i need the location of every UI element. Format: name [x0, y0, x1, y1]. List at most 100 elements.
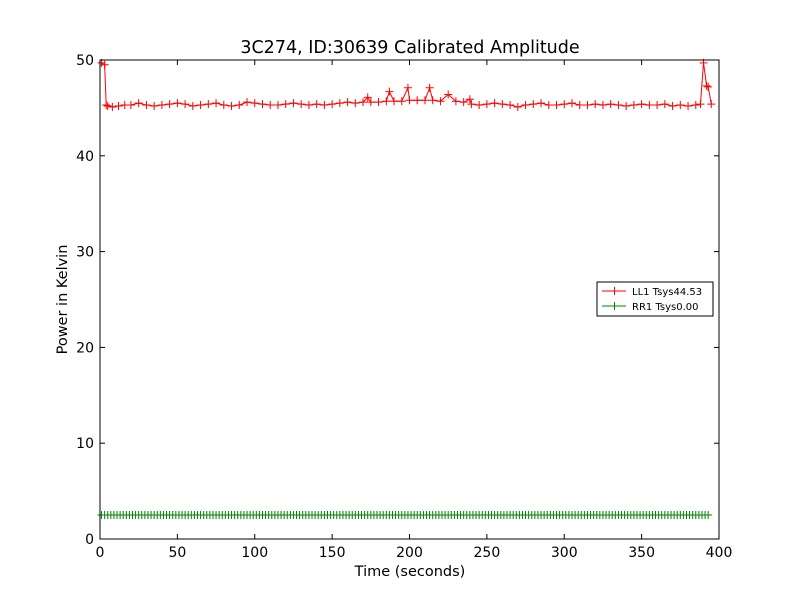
series-0-point-56 — [467, 100, 476, 109]
series-0-point-15 — [188, 101, 197, 110]
series-0-point-19 — [219, 101, 228, 110]
series-0-point-17 — [204, 100, 213, 109]
x-tick-label-1: 50 — [168, 545, 186, 561]
series-0-point-65 — [537, 99, 546, 108]
series-0-point-86 — [696, 100, 705, 109]
series-0-point-88 — [702, 81, 711, 90]
series-0-point-73 — [598, 101, 607, 110]
series-0-point-90 — [707, 100, 716, 109]
x-tick-label-6: 300 — [551, 545, 578, 561]
series-0-point-89 — [704, 82, 713, 91]
series-0-point-1 — [100, 60, 109, 69]
series-0-point-49 — [425, 83, 434, 92]
series-0-point-63 — [521, 101, 530, 110]
series-0-point-59 — [490, 99, 499, 108]
series-0-point-20 — [227, 101, 236, 110]
series-0-point-52 — [444, 90, 453, 99]
series-0-point-76 — [622, 101, 631, 110]
series-0-point-18 — [212, 99, 221, 108]
series-0-point-11 — [157, 101, 166, 110]
series-0-point-74 — [606, 100, 615, 109]
series-0-point-37 — [359, 98, 368, 107]
series-0-point-38 — [363, 93, 372, 102]
series-0-point-5 — [114, 101, 123, 110]
series-0-point-75 — [614, 101, 623, 110]
series-0-point-47 — [413, 96, 422, 105]
y-tick-label-2: 20 — [76, 340, 94, 356]
y-tick-label-5: 50 — [76, 53, 94, 69]
series-0-point-8 — [134, 99, 143, 108]
series-0-point-9 — [142, 101, 151, 110]
x-tick-label-2: 100 — [241, 545, 268, 561]
series-0-point-55 — [465, 95, 474, 104]
x-tick-label-3: 150 — [319, 545, 346, 561]
series-0-point-7 — [126, 101, 135, 110]
series-0-point-81 — [660, 100, 669, 109]
series-0-point-12 — [165, 100, 174, 109]
series-0-point-70 — [575, 101, 584, 110]
series-0-point-79 — [645, 101, 654, 110]
series-0-point-41 — [382, 97, 391, 106]
series-0-point-23 — [250, 99, 259, 108]
series-0-point-39 — [366, 98, 375, 107]
x-tick-label-8: 400 — [706, 545, 733, 561]
series-0-point-58 — [482, 100, 491, 109]
series-0-point-80 — [653, 101, 662, 110]
legend-label-rr1: RR1 Tsys0.00 — [632, 302, 699, 313]
series-0-point-68 — [560, 100, 569, 109]
y-tick-label-4: 40 — [76, 149, 94, 165]
series-0-point-84 — [684, 101, 693, 110]
series-0-point-29 — [297, 100, 306, 109]
series-0-point-22 — [243, 98, 252, 107]
series-0-point-77 — [629, 101, 638, 110]
series-0-point-21 — [235, 101, 244, 110]
series-0-point-30 — [304, 101, 313, 110]
series-0-point-51 — [436, 97, 445, 106]
series-0-point-10 — [150, 101, 159, 110]
series-0-point-66 — [544, 101, 553, 110]
y-tick-label-1: 10 — [76, 436, 94, 452]
legend: LL1 Tsys44.53 RR1 Tsys0.00 — [596, 281, 714, 317]
y-axis-label: Power in Kelvin — [55, 245, 71, 355]
series-0-point-53 — [451, 97, 460, 106]
series-0-point-4 — [108, 102, 117, 111]
series-0-point-25 — [266, 101, 275, 110]
series-0-point-44 — [397, 97, 406, 106]
series-0-point-85 — [691, 101, 700, 110]
series-1-point-196 — [704, 511, 713, 520]
series-0-point-82 — [668, 101, 677, 110]
series-0-point-61 — [506, 101, 515, 110]
series-0-point-50 — [428, 96, 437, 105]
series-0-point-42 — [385, 87, 394, 96]
series-0-point-57 — [475, 101, 484, 110]
series-0-point-54 — [459, 98, 468, 107]
ticks-layer: 0 50 100 150 200 250 300 350 400 0 10 20 30 40 50 — [76, 53, 732, 561]
series-0-point-14 — [181, 100, 190, 109]
x-tick-label-4: 200 — [396, 545, 423, 561]
series-0-point-72 — [591, 100, 600, 109]
series-0-point-27 — [281, 100, 290, 109]
series-0-point-28 — [289, 99, 298, 108]
series-0-point-32 — [320, 101, 329, 110]
x-tick-label-5: 250 — [474, 545, 501, 561]
series-0-point-83 — [676, 101, 685, 110]
legend-marker-rr1 — [610, 302, 619, 310]
series-0-point-43 — [390, 97, 399, 106]
series-0-point-48 — [420, 96, 429, 105]
series-layer — [97, 58, 716, 520]
series-0-point-40 — [374, 98, 383, 107]
series-0-point-16 — [196, 101, 205, 110]
series-0-point-24 — [258, 100, 267, 109]
series-0-point-45 — [403, 83, 412, 92]
series-0-point-31 — [312, 100, 321, 109]
series-0-point-26 — [273, 101, 282, 110]
series-0-point-62 — [513, 102, 522, 111]
series-0-point-13 — [173, 99, 182, 108]
series-0-point-35 — [343, 98, 352, 107]
series-0-point-46 — [405, 96, 414, 105]
series-0-point-60 — [498, 100, 507, 109]
legend-frame — [596, 281, 714, 317]
series-0-point-3 — [103, 101, 112, 110]
series-0-point-2 — [102, 101, 111, 110]
